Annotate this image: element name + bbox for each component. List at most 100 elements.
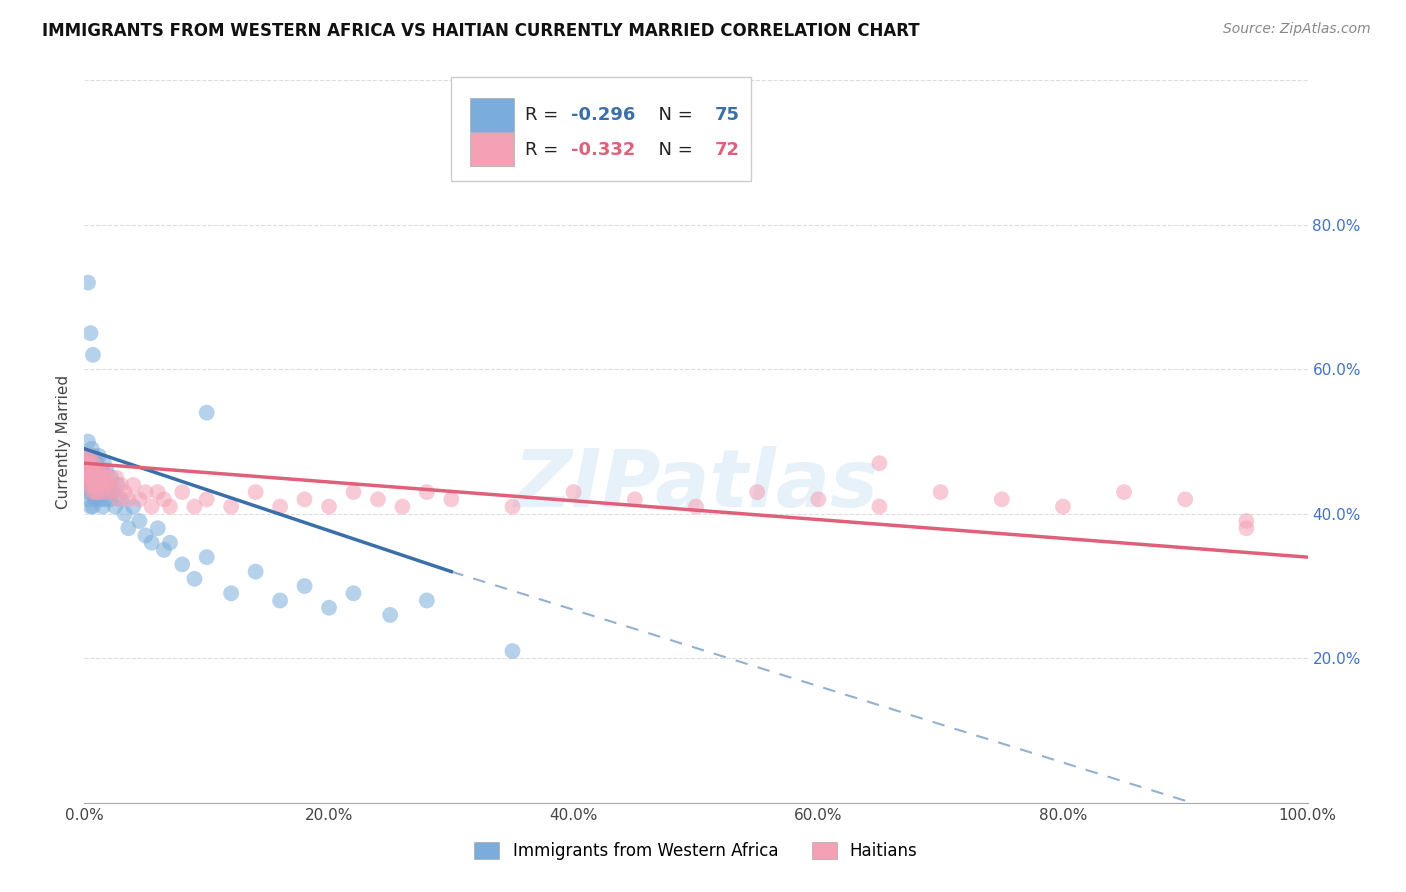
Point — [93, 485, 115, 500]
Point — [77, 485, 100, 500]
Point — [87, 485, 110, 500]
Point — [153, 492, 176, 507]
Point — [245, 565, 267, 579]
Point — [87, 485, 110, 500]
Point — [807, 492, 830, 507]
Point — [195, 406, 218, 420]
Legend: Immigrants from Western Africa, Haitians: Immigrants from Western Africa, Haitians — [468, 835, 924, 867]
Text: IMMIGRANTS FROM WESTERN AFRICA VS HAITIAN CURRENTLY MARRIED CORRELATION CHART: IMMIGRANTS FROM WESTERN AFRICA VS HAITIA… — [42, 22, 920, 40]
Point — [1114, 485, 1136, 500]
Point — [79, 500, 101, 514]
Point — [80, 485, 103, 500]
Point — [91, 470, 114, 484]
Point — [342, 586, 364, 600]
Point — [195, 550, 218, 565]
Point — [75, 456, 97, 470]
Point — [77, 434, 100, 449]
Point — [1174, 492, 1197, 507]
Point — [93, 463, 115, 477]
Point — [391, 500, 413, 514]
Point — [76, 449, 98, 463]
Point — [440, 492, 463, 507]
FancyBboxPatch shape — [451, 77, 751, 181]
Point — [141, 535, 163, 549]
Point — [502, 644, 524, 658]
Point — [367, 492, 389, 507]
Point — [269, 500, 291, 514]
Y-axis label: Currently Married: Currently Married — [56, 375, 72, 508]
Point — [75, 456, 97, 470]
Text: 72: 72 — [714, 141, 740, 159]
Point — [219, 586, 242, 600]
Point — [416, 485, 439, 500]
Point — [83, 470, 105, 484]
Point — [195, 492, 218, 507]
Point — [80, 442, 103, 456]
Point — [1052, 500, 1074, 514]
Point — [624, 492, 647, 507]
Point — [84, 470, 107, 484]
Point — [89, 478, 111, 492]
Point — [79, 326, 101, 340]
Point — [183, 572, 205, 586]
Point — [94, 478, 117, 492]
Point — [685, 500, 707, 514]
Point — [86, 456, 108, 470]
Point — [269, 593, 291, 607]
Point — [122, 478, 145, 492]
Point — [77, 276, 100, 290]
Point — [128, 514, 150, 528]
Point — [318, 600, 340, 615]
Point — [96, 463, 118, 477]
Point — [135, 485, 157, 500]
Point — [86, 478, 108, 492]
Point — [90, 470, 112, 484]
Point — [105, 470, 128, 484]
Point — [86, 485, 108, 500]
Point — [87, 463, 110, 477]
Point — [87, 463, 110, 477]
Point — [80, 463, 103, 477]
Point — [159, 535, 181, 549]
Point — [318, 500, 340, 514]
Point — [146, 485, 169, 500]
Point — [105, 478, 128, 492]
Text: -0.332: -0.332 — [571, 141, 636, 159]
Point — [380, 607, 402, 622]
Point — [114, 507, 136, 521]
Point — [80, 470, 103, 484]
Text: R =: R = — [524, 106, 564, 124]
Text: 75: 75 — [714, 106, 740, 124]
Point — [101, 485, 124, 500]
Point — [84, 478, 107, 492]
Point — [82, 463, 104, 477]
Point — [122, 500, 145, 514]
Point — [77, 456, 100, 470]
Point — [929, 485, 952, 500]
Point — [80, 456, 103, 470]
Point — [87, 470, 110, 484]
Point — [172, 485, 194, 500]
Point — [100, 470, 122, 484]
Text: -0.296: -0.296 — [571, 106, 636, 124]
Point — [183, 500, 205, 514]
Point — [294, 492, 316, 507]
Point — [77, 470, 100, 484]
Point — [84, 492, 107, 507]
Point — [77, 456, 100, 470]
Point — [159, 500, 181, 514]
Text: ZIPatlas: ZIPatlas — [513, 446, 879, 524]
Point — [869, 500, 891, 514]
Point — [77, 478, 100, 492]
Point — [87, 478, 110, 492]
Point — [87, 449, 110, 463]
Point — [76, 470, 98, 484]
Point — [94, 478, 117, 492]
Text: Source: ZipAtlas.com: Source: ZipAtlas.com — [1223, 22, 1371, 37]
Point — [110, 478, 132, 492]
Point — [79, 463, 101, 477]
Point — [82, 478, 104, 492]
Point — [77, 478, 100, 492]
Point — [502, 500, 524, 514]
Point — [93, 456, 115, 470]
